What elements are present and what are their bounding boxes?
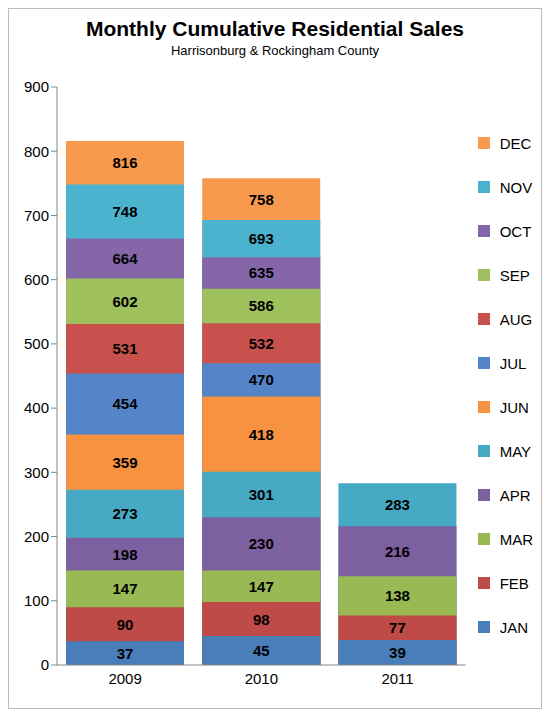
svg-text:0: 0 bbox=[41, 656, 49, 673]
html-text:APR: APR bbox=[499, 486, 531, 504]
svg-text:90: 90 bbox=[117, 616, 134, 633]
svg-text:900: 900 bbox=[24, 78, 49, 95]
html-text:AUG: AUG bbox=[499, 310, 533, 328]
html-text:MAY: MAY bbox=[499, 442, 532, 460]
svg-text:359: 359 bbox=[112, 454, 137, 471]
svg-text:200: 200 bbox=[24, 528, 49, 545]
html-text:Harrisonburg & Rockingham Coun: Harrisonburg & Rockingham County bbox=[170, 43, 379, 58]
svg-text:147: 147 bbox=[112, 580, 137, 597]
html-text:MAR: MAR bbox=[499, 530, 533, 548]
html-text:NOV: NOV bbox=[499, 178, 533, 196]
svg-text:2011: 2011 bbox=[381, 670, 413, 687]
svg-text:470: 470 bbox=[249, 371, 274, 388]
svg-text:800: 800 bbox=[24, 143, 49, 160]
svg-text:418: 418 bbox=[249, 426, 274, 443]
svg-text:100: 100 bbox=[24, 592, 49, 609]
svg-text:39: 39 bbox=[389, 644, 406, 661]
svg-text:198: 198 bbox=[112, 546, 137, 563]
svg-text:635: 635 bbox=[249, 264, 274, 281]
svg-text:301: 301 bbox=[249, 486, 274, 503]
svg-text:283: 283 bbox=[385, 496, 410, 513]
svg-text:2010: 2010 bbox=[245, 670, 278, 687]
svg-text:748: 748 bbox=[112, 203, 137, 220]
svg-text:758: 758 bbox=[249, 191, 274, 208]
svg-text:37: 37 bbox=[117, 645, 134, 662]
html-text:FEB: FEB bbox=[499, 574, 529, 592]
svg-text:532: 532 bbox=[249, 335, 274, 352]
svg-text:2009: 2009 bbox=[108, 670, 141, 687]
svg-text:147: 147 bbox=[249, 578, 274, 595]
html-text:JUN: JUN bbox=[499, 398, 529, 416]
html-text:SEP: SEP bbox=[499, 266, 530, 284]
svg-text:500: 500 bbox=[24, 335, 49, 352]
svg-text:531: 531 bbox=[112, 340, 137, 357]
svg-text:600: 600 bbox=[24, 271, 49, 288]
svg-text:586: 586 bbox=[249, 297, 274, 314]
svg-text:273: 273 bbox=[112, 505, 137, 522]
svg-text:400: 400 bbox=[24, 399, 49, 416]
svg-text:77: 77 bbox=[389, 619, 406, 636]
svg-text:230: 230 bbox=[249, 535, 274, 552]
svg-text:700: 700 bbox=[24, 207, 49, 224]
svg-text:45: 45 bbox=[253, 642, 270, 659]
html-text:Monthly Cumulative Residential: Monthly Cumulative Residential Sales bbox=[86, 17, 464, 40]
svg-text:216: 216 bbox=[385, 543, 410, 560]
svg-text:693: 693 bbox=[249, 230, 274, 247]
svg-text:454: 454 bbox=[112, 395, 138, 412]
html-text:OCT: OCT bbox=[499, 222, 532, 240]
svg-text:138: 138 bbox=[385, 587, 410, 604]
html-text:JUL: JUL bbox=[499, 354, 527, 372]
html-text:DEC: DEC bbox=[499, 134, 532, 152]
svg-text:664: 664 bbox=[112, 250, 138, 267]
svg-text:602: 602 bbox=[112, 293, 137, 310]
svg-text:98: 98 bbox=[253, 611, 270, 628]
svg-text:816: 816 bbox=[112, 154, 137, 171]
html-text:JAN: JAN bbox=[499, 618, 528, 636]
svg-text:300: 300 bbox=[24, 464, 49, 481]
